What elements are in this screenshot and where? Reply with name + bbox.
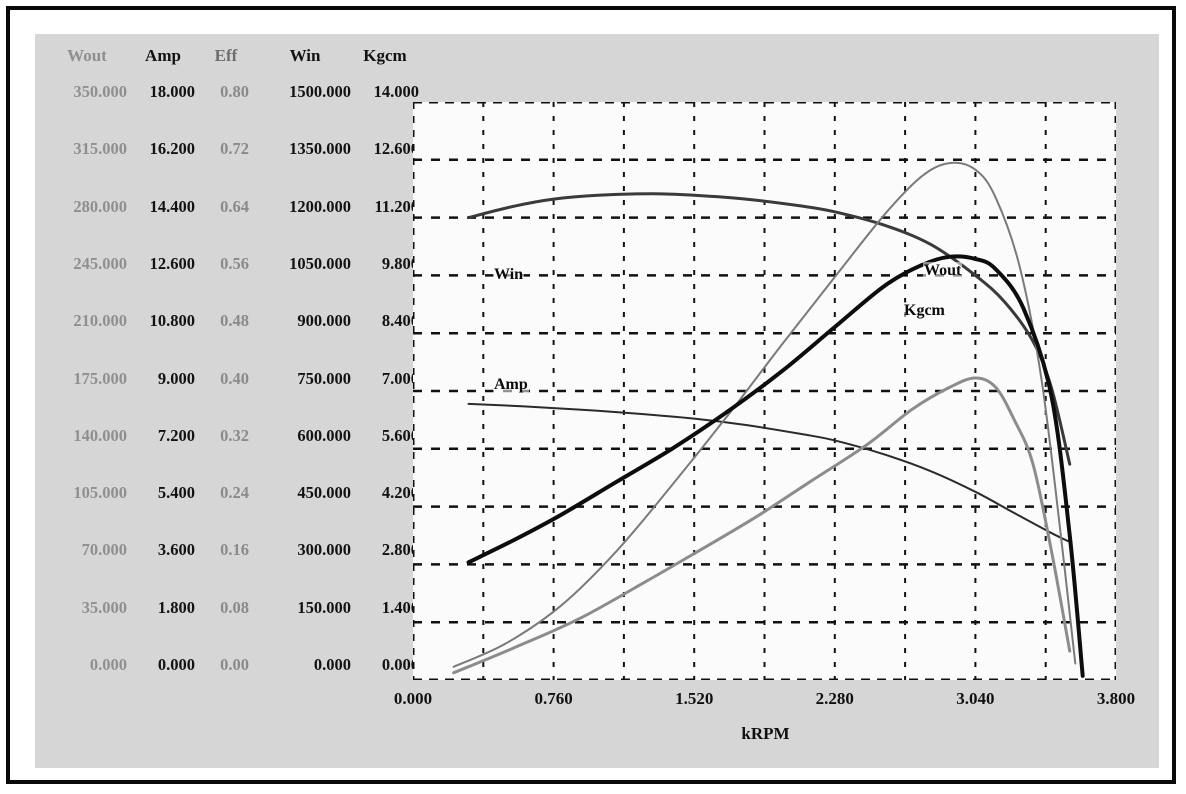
table-cell-win: 450.000	[297, 483, 351, 503]
table-cell-eff: 0.00	[220, 655, 249, 674]
table-cell-wout: 245.000	[73, 253, 127, 273]
x-tick-label: 3.800	[1096, 689, 1136, 708]
table-cell-amp: 9.000	[157, 368, 195, 388]
table-cell-win: 600.000	[297, 425, 351, 445]
table-row: 175.000 9.000 0.40 750.000 7.000	[47, 367, 427, 391]
table-cell-win: 750.000	[297, 368, 351, 388]
table-cell-kgcm: 8.400	[381, 311, 419, 331]
table-cell-win: 900.000	[297, 311, 351, 331]
table-row: 70.000 3.600 0.16 300.000 2.800	[47, 538, 427, 562]
table-cell-win: 1350.000	[289, 139, 351, 159]
table-cell-kgcm: 5.600	[381, 425, 419, 445]
table-cell-wout: 0.000	[89, 655, 127, 674]
x-axis-ticks: 0.000 0.760 1.520 2.280 3.040 3.800	[365, 689, 1155, 717]
table-row: 0.000 0.000 0.00 0.000 0.000	[47, 653, 427, 677]
outer-frame: Wout Amp Eff Win Kgcm 350.000 18.000 0.80 1500.0…	[6, 6, 1176, 784]
table-cell-kgcm: 0.000	[381, 655, 419, 674]
x-axis-label: kRPM	[741, 724, 790, 743]
data-table: Wout Amp Eff Win Kgcm 350.000 18.000 0.80 1500.0…	[47, 44, 427, 704]
series-line-eff	[452, 376, 1072, 675]
x-tick-label: 0.760	[534, 689, 573, 708]
series-line-kgcm	[466, 254, 1085, 678]
table-cell-amp: 12.600	[149, 253, 195, 273]
curve-label-amp: Amp	[493, 376, 529, 394]
table-cell-eff: 0.48	[220, 311, 249, 331]
table-cell-eff: 0.16	[220, 540, 249, 560]
table-cell-wout: 70.000	[81, 540, 127, 560]
table-cell-win: 1200.000	[289, 196, 351, 216]
table-cell-kgcm: 14.000	[373, 82, 419, 101]
series-line-win	[467, 192, 1072, 466]
table-cell-wout: 280.000	[73, 196, 127, 216]
x-tick-label: 0.000	[393, 689, 433, 708]
chart-svg	[413, 102, 1116, 680]
table-row: 280.000 14.400 0.64 1200.000 11.200	[47, 195, 427, 219]
table-cell-amp: 18.000	[149, 82, 195, 101]
table-header-win: Win	[289, 46, 321, 65]
table-cell-amp: 7.200	[157, 425, 195, 445]
table-cell-wout: 350.000	[73, 82, 127, 101]
table-cell-eff: 0.72	[220, 139, 249, 159]
table-cell-win: 1050.000	[289, 253, 351, 273]
table-row: 140.000 7.200 0.32 600.000 5.600	[47, 424, 427, 448]
table-cell-eff: 0.32	[220, 425, 249, 445]
table-cell-eff: 0.40	[220, 368, 249, 388]
table-cell-amp: 16.200	[149, 139, 195, 159]
table-cell-eff: 0.80	[220, 82, 249, 101]
table-cell-win: 1500.000	[289, 82, 351, 101]
table-cell-amp: 10.800	[149, 311, 195, 331]
table-cell-win: 150.000	[297, 597, 351, 617]
table-header-amp: Amp	[145, 46, 181, 65]
table-cell-kgcm: 12.600	[373, 139, 419, 159]
table-row: 35.000 1.800 0.08 150.000 1.400	[47, 596, 427, 620]
table-cell-amp: 3.600	[157, 540, 195, 560]
table-cell-eff: 0.24	[220, 483, 249, 503]
table-cell-kgcm: 9.800	[381, 253, 419, 273]
table-cell-kgcm: 4.200	[381, 483, 419, 503]
table-cell-wout: 210.000	[73, 311, 127, 331]
curve-label-wout: Wout	[923, 262, 963, 280]
table-cell-eff: 0.56	[220, 253, 249, 273]
chart-panel: Wout Amp Eff Win Kgcm 350.000 18.000 0.80 1500.0…	[35, 34, 1159, 768]
table-cell-amp: 14.400	[149, 196, 195, 216]
table-row: 315.000 16.200 0.72 1350.000 12.600	[47, 137, 427, 161]
table-cell-amp: 5.400	[157, 483, 195, 503]
curve-label-kgcm: Kgcm	[903, 302, 946, 320]
table-cell-kgcm: 7.000	[381, 368, 419, 388]
table-cell-wout: 140.000	[73, 425, 127, 445]
table-header-wout: Wout	[67, 46, 107, 65]
table-cell-wout: 35.000	[81, 597, 127, 617]
table-cell-amp: 1.800	[157, 597, 195, 617]
table-header-kgcm: Kgcm	[363, 46, 407, 65]
series-line-wout	[452, 161, 1077, 668]
x-tick-label: 3.040	[956, 689, 995, 708]
x-tick-label: 1.520	[675, 689, 714, 708]
table-cell-kgcm: 1.400	[381, 597, 419, 617]
table-cell-win: 0.000	[313, 655, 351, 674]
table-row: 245.000 12.600 0.56 1050.000 9.800	[47, 252, 427, 276]
table-row: 210.000 10.800 0.48 900.000 8.400	[47, 309, 427, 333]
table-cell-amp: 0.000	[157, 655, 195, 674]
table-cell-wout: 315.000	[73, 139, 127, 159]
table-cell-eff: 0.64	[220, 196, 249, 216]
table-cell-wout: 175.000	[73, 368, 127, 388]
table-header-eff: Eff	[214, 46, 238, 65]
curve-label-win: Win	[493, 266, 525, 284]
table-row: 105.000 5.400 0.24 450.000 4.200	[47, 481, 427, 505]
table-cell-kgcm: 2.800	[381, 540, 419, 560]
table-cell-kgcm: 11.200	[374, 196, 419, 216]
table-cell-wout: 105.000	[73, 483, 127, 503]
series-line-amp	[467, 402, 1071, 543]
table-cell-eff: 0.08	[220, 597, 249, 617]
table-row: 350.000 18.000 0.80 1500.000 14.000	[47, 80, 427, 104]
table-cell-win: 300.000	[297, 540, 351, 560]
table-header-row: Wout Amp Eff Win Kgcm	[47, 44, 427, 68]
x-tick-label: 2.280	[815, 689, 854, 708]
plot-area	[413, 102, 1118, 682]
